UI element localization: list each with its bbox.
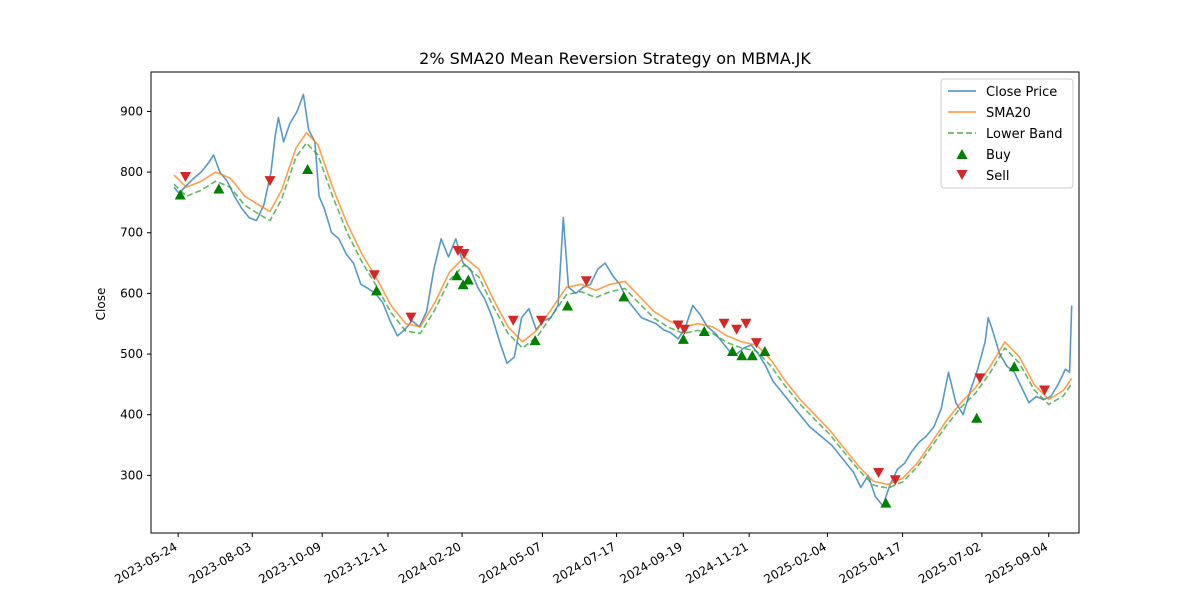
- buy-marker: [698, 326, 710, 337]
- sell-marker: [750, 338, 762, 349]
- series-line-sma20: [173, 131, 1073, 486]
- buy-marker: [971, 412, 983, 423]
- y-tick-label: 600: [120, 286, 143, 300]
- x-tick-label: 2023-12-11: [322, 539, 389, 586]
- x-tick-label: 2023-05-24: [112, 539, 179, 586]
- x-tick-label: 2024-05-07: [477, 539, 544, 586]
- sell-marker: [458, 248, 470, 259]
- y-tick-label: 400: [120, 408, 143, 422]
- sell-marker: [405, 312, 417, 323]
- buy-marker: [759, 346, 771, 357]
- sell-marker: [179, 171, 191, 182]
- sell-marker: [672, 320, 684, 331]
- sell-marker: [889, 475, 901, 486]
- sell-marker: [718, 318, 730, 329]
- legend-swatch-sell: [956, 170, 968, 180]
- sell-marker: [740, 318, 752, 329]
- y-axis-label: Close: [94, 288, 108, 321]
- x-tick-label: 2023-10-09: [256, 539, 323, 586]
- legend-label-lower-band: Lower Band: [986, 127, 1062, 142]
- buy-marker: [213, 183, 225, 194]
- buy-marker: [677, 333, 689, 344]
- x-tick-label: 2025-07-02: [916, 539, 983, 586]
- buy-marker: [746, 350, 758, 361]
- y-tick-label: 900: [120, 104, 143, 118]
- axes: 300 400 500 600 700 800 900 2023-05-24 2023-08-0…: [112, 71, 1080, 586]
- sell-marker: [580, 276, 592, 287]
- y-tick-label: 800: [120, 165, 143, 179]
- series-line-close-price: [173, 93, 1073, 507]
- legend-label-close-price: Close Price: [986, 85, 1057, 100]
- x-tick-label: 2023-08-03: [186, 539, 253, 586]
- x-tick-label: 2024-09-19: [617, 539, 684, 586]
- sell-marker: [873, 467, 885, 478]
- sell-marker: [264, 176, 276, 187]
- y-tick-label: 700: [120, 226, 143, 240]
- series-line-lower-band: [173, 142, 1073, 489]
- buy-marker: [736, 350, 748, 361]
- sell-marker: [368, 270, 380, 281]
- buy-marker: [618, 291, 630, 302]
- sell-marker: [507, 315, 519, 326]
- chart-title: 2% SMA20 Mean Reversion Strategy on MBMA…: [419, 49, 811, 68]
- buy-marker: [562, 300, 574, 311]
- buy-marker: [1008, 361, 1020, 372]
- sell-marker: [678, 324, 690, 335]
- sell-marker: [535, 315, 547, 326]
- sell-marker: [1039, 385, 1051, 396]
- x-tick-label: 2024-02-20: [396, 539, 463, 586]
- x-tick-label: 2025-09-04: [983, 539, 1050, 586]
- sell-marker: [731, 324, 743, 335]
- plot-area: [173, 93, 1073, 508]
- sell-marker: [974, 373, 986, 384]
- buy-marker: [726, 346, 738, 357]
- sell-marker: [452, 245, 464, 256]
- legend-label-buy: Buy: [986, 148, 1011, 163]
- plot-frame: [150, 71, 1080, 534]
- legend-label-sell: Sell: [986, 169, 1009, 184]
- buy-marker: [302, 164, 314, 175]
- buy-marker: [174, 189, 186, 200]
- x-tick-label: 2025-04-17: [837, 539, 904, 586]
- buy-marker: [370, 285, 382, 296]
- buy-marker: [462, 274, 474, 285]
- legend-swatch-buy: [956, 149, 968, 159]
- y-tick-label: 500: [120, 347, 143, 361]
- x-tick-label: 2024-11-21: [683, 539, 750, 586]
- y-tick-label: 300: [120, 468, 143, 482]
- x-tick-label: 2025-02-04: [762, 539, 829, 586]
- x-tick-label: 2024-07-17: [551, 539, 618, 586]
- buy-marker: [529, 335, 541, 346]
- legend-box: [940, 78, 1074, 189]
- buy-marker: [451, 270, 463, 281]
- legend: Close Price SMA20 Lower Band Buy Sell: [940, 78, 1074, 189]
- legend-label-sma20: SMA20: [986, 106, 1031, 121]
- buy-marker: [880, 497, 892, 508]
